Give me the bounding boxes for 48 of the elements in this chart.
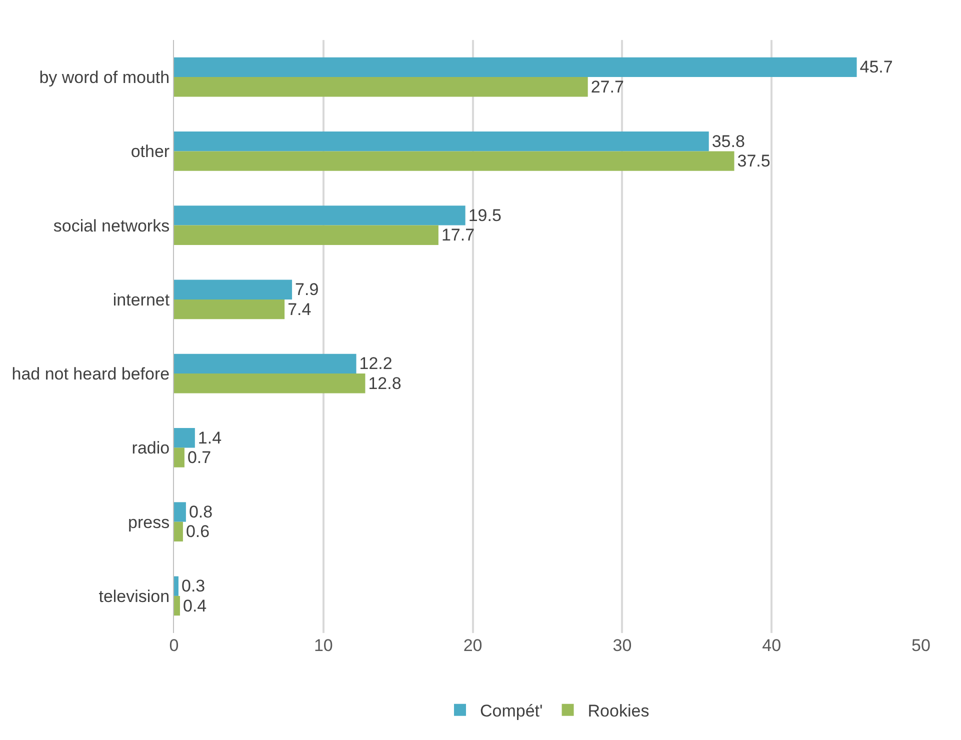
y-tick-label: internet bbox=[112, 290, 170, 310]
bar bbox=[174, 354, 356, 374]
bar bbox=[174, 225, 438, 245]
data-label: 12.8 bbox=[368, 374, 402, 393]
data-label: 7.9 bbox=[295, 280, 319, 300]
data-label: 35.8 bbox=[712, 132, 745, 151]
y-tick-label: press bbox=[128, 512, 170, 532]
data-label: 1.4 bbox=[198, 428, 222, 448]
bar bbox=[174, 206, 466, 226]
y-tick-label: by word of mouth bbox=[39, 68, 170, 88]
data-label: 0.8 bbox=[188, 502, 213, 522]
data-label: 0.7 bbox=[187, 448, 212, 468]
bar bbox=[174, 502, 186, 522]
bar bbox=[174, 151, 734, 171]
y-tick-label: had not heard before bbox=[12, 364, 170, 384]
data-label: 37.5 bbox=[737, 152, 770, 171]
data-label: 0.4 bbox=[182, 596, 207, 616]
bar bbox=[174, 57, 857, 78]
y-tick-label: television bbox=[98, 586, 170, 606]
bar bbox=[174, 576, 178, 596]
x-tick-label: 0 bbox=[169, 636, 179, 655]
data-label: 7.4 bbox=[288, 300, 312, 319]
bar bbox=[174, 522, 183, 542]
data-label: 45.7 bbox=[860, 58, 893, 77]
y-tick-label: other bbox=[130, 142, 170, 162]
data-label: 17.7 bbox=[441, 226, 475, 245]
legend-label: Rookies bbox=[588, 701, 650, 720]
legend-label: Compét' bbox=[480, 701, 543, 720]
bar bbox=[174, 299, 285, 320]
bar bbox=[174, 280, 292, 300]
bar bbox=[174, 428, 195, 448]
bar bbox=[174, 132, 709, 152]
data-label: 0.6 bbox=[186, 522, 210, 542]
data-label: 19.5 bbox=[468, 206, 502, 225]
bar bbox=[174, 374, 366, 394]
data-label: 27.7 bbox=[590, 77, 624, 96]
x-tick-label: 40 bbox=[762, 636, 782, 655]
bar bbox=[174, 448, 184, 468]
y-tick-label: radio bbox=[132, 438, 170, 458]
data-label: 0.3 bbox=[181, 576, 206, 596]
bar bbox=[174, 596, 180, 616]
bar bbox=[174, 77, 588, 97]
x-tick-label: 30 bbox=[612, 636, 632, 655]
x-tick-label: 50 bbox=[912, 636, 930, 655]
y-tick-label: social networks bbox=[53, 216, 170, 236]
data-label: 12.2 bbox=[359, 354, 392, 374]
x-tick-label: 10 bbox=[314, 636, 333, 655]
x-tick-label: 20 bbox=[463, 636, 482, 655]
